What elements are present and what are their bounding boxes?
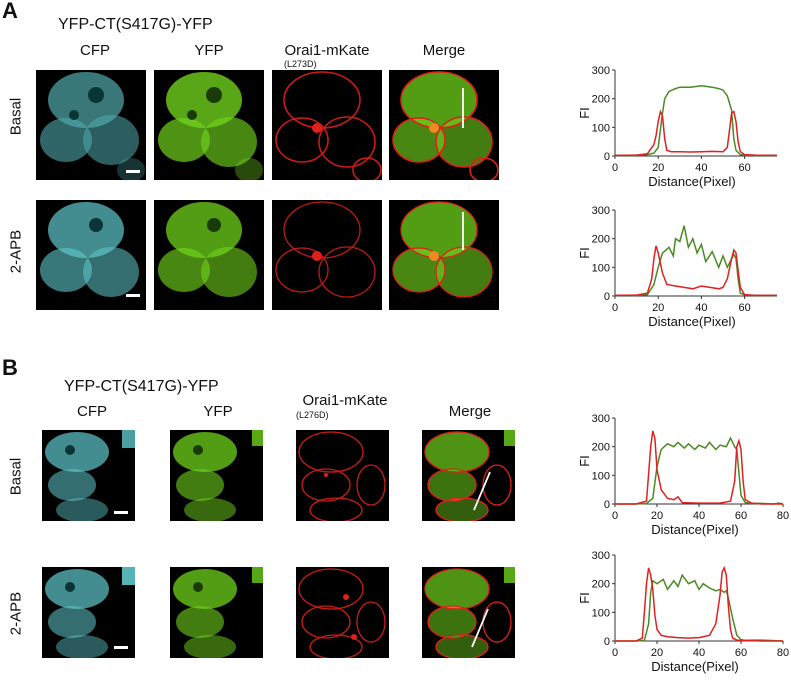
red-intensity-trace: [615, 565, 783, 642]
x-tick-label: 40: [695, 162, 707, 174]
red-intensity-trace: [614, 245, 777, 297]
y-tick-label: 0: [604, 499, 610, 511]
x-tick-label: 40: [695, 302, 707, 314]
micrograph-cfp-2apb-b: [42, 567, 135, 658]
x-tick-label: 20: [652, 162, 664, 174]
y-tick-label: 0: [604, 151, 610, 163]
x-tick-label: 80: [777, 510, 789, 522]
line-profile-chart-b-2apb: 0 100 200 300 0 20 40 60 80 Distance(Pixel) FI: [560, 545, 791, 685]
y-axis-label: FI: [577, 107, 592, 119]
red-intensity-trace: [614, 109, 778, 157]
micrograph-yfp-basal-b: [170, 430, 263, 521]
micrograph-merge-basal-a: [389, 70, 499, 180]
y-tick-label: 100: [592, 607, 610, 619]
col-label-yfp-b: YFP: [203, 403, 233, 420]
y-tick-label: 300: [592, 550, 610, 562]
y-tick-label: 100: [592, 470, 610, 482]
y-axis-label: FI: [577, 247, 592, 259]
x-tick-label: 20: [651, 647, 663, 659]
micrograph-cfp-basal-a: [36, 70, 146, 180]
micrograph-yfp-basal-a: [154, 70, 264, 180]
col-label-yfp-a: YFP: [194, 42, 224, 59]
y-tick-label: 300: [592, 205, 610, 217]
y-tick-label: 200: [592, 579, 610, 591]
row-label-basal-a: Basal: [7, 97, 25, 136]
micrograph-orai1-2apb-a: [272, 200, 382, 310]
row-label-2apb-a: 2-APB: [7, 229, 25, 274]
col-label-merge-a: Merge: [422, 42, 466, 59]
y-axis-label: FI: [577, 455, 592, 467]
row-label-basal-b: Basal: [7, 457, 25, 496]
x-axis-label: Distance(Pixel): [651, 659, 738, 674]
y-tick-label: 0: [604, 291, 610, 303]
y-tick-label: 100: [592, 122, 610, 134]
green-intensity-trace: [615, 225, 777, 297]
y-tick-label: 300: [592, 65, 610, 77]
panel-letter-a: A: [2, 0, 18, 23]
green-intensity-trace: [615, 85, 777, 157]
green-intensity-trace: [615, 436, 784, 505]
red-intensity-trace: [615, 430, 783, 505]
x-tick-label: 20: [652, 302, 664, 314]
col-label-cfp-b: CFP: [77, 403, 107, 420]
micrograph-yfp-2apb-b: [170, 567, 263, 658]
x-tick-label: 80: [777, 647, 789, 659]
x-tick-label: 60: [735, 510, 747, 522]
construct-title-a: YFP-CT(S417G)-YFP: [58, 16, 213, 33]
construct-title-b: YFP-CT(S417G)-YFP: [64, 378, 219, 395]
y-tick-label: 200: [592, 442, 610, 454]
y-tick-label: 100: [592, 262, 610, 274]
x-tick-label: 60: [735, 647, 747, 659]
col-label-merge-b: Merge: [448, 403, 492, 420]
row-label-2apb-b: 2-APB: [7, 591, 25, 636]
micrograph-merge-2apb-a: [389, 200, 499, 310]
col-label-orai1-b: Orai1-mKate: [302, 392, 388, 409]
x-tick-label: 0: [612, 302, 618, 314]
green-intensity-trace: [615, 573, 784, 642]
x-tick-label: 60: [738, 162, 750, 174]
micrograph-merge-2apb-b: [422, 567, 515, 658]
y-tick-label: 200: [592, 94, 610, 106]
x-tick-label: 0: [612, 162, 618, 174]
x-tick-label: 0: [612, 647, 618, 659]
panel-letter-b: B: [2, 355, 18, 380]
col-sublabel-b: (L276D): [296, 410, 329, 420]
micrograph-orai1-basal-b: [296, 430, 389, 521]
y-tick-label: 0: [604, 636, 610, 648]
y-axis-label: FI: [577, 592, 592, 604]
line-profile-chart-b-basal: 0 100 200 300 0 20 40 60 80 Distance(Pixel) FI: [560, 408, 791, 548]
x-axis-label: Distance(Pixel): [651, 522, 738, 537]
x-axis-label: Distance(Pixel): [648, 174, 735, 189]
micrograph-yfp-2apb-a: [154, 200, 264, 310]
col-label-orai1-a: Orai1-mKate: [284, 42, 370, 59]
x-tick-label: 60: [738, 302, 750, 314]
x-tick-label: 20: [651, 510, 663, 522]
x-tick-label: 40: [693, 647, 705, 659]
y-tick-label: 300: [592, 413, 610, 425]
col-label-cfp-a: CFP: [80, 42, 110, 59]
x-tick-label: 0: [612, 510, 618, 522]
x-tick-label: 40: [693, 510, 705, 522]
micrograph-cfp-2apb-a: [36, 200, 146, 310]
col-sublabel-a: (L273D): [284, 59, 317, 69]
line-profile-chart-a-basal: 0 100 200 300 0 20 40 60 Distance(Pixel) FI: [560, 60, 785, 200]
line-profile-chart-a-2apb: 0 100 200 300 0 20 40 60 Distance(Pixel) FI: [560, 200, 785, 340]
micrograph-merge-basal-b: [422, 430, 515, 521]
micrograph-orai1-basal-a: [272, 70, 382, 180]
x-axis-label: Distance(Pixel): [648, 314, 735, 329]
micrograph-orai1-2apb-b: [296, 567, 389, 658]
y-tick-label: 200: [592, 234, 610, 246]
micrograph-cfp-basal-b: [42, 430, 135, 521]
